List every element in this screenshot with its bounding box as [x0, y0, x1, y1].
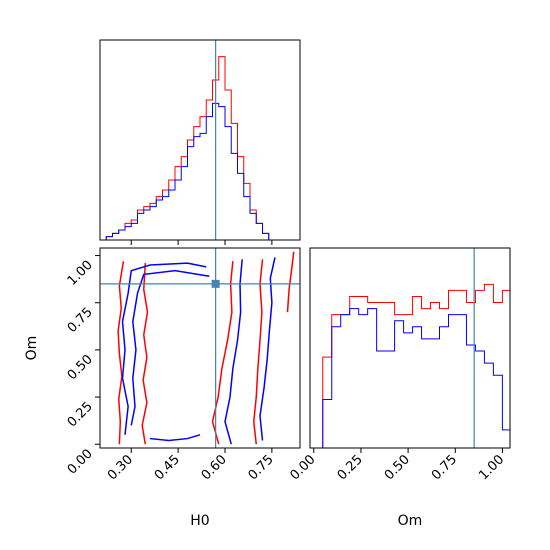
- hist-h0-series-0: [100, 56, 300, 240]
- panel-frame: [99, 247, 301, 449]
- y-tick-label-om: 1.00: [65, 258, 96, 289]
- x-tick-label-h0: 0.75: [246, 452, 277, 483]
- contour-blue-4: [259, 257, 276, 441]
- contour-red-3: [252, 259, 264, 445]
- x-tick-label-om: 0.50: [382, 452, 413, 483]
- panel-frame: [99, 39, 301, 241]
- panel-hist-h0: [99, 39, 301, 245]
- x-tick-label-om: 0.75: [429, 452, 460, 483]
- x-tick-label-om: 0.25: [335, 452, 366, 483]
- contour-blue-1: [130, 269, 210, 426]
- contour-red-4: [286, 251, 295, 313]
- panel-frame: [309, 247, 511, 449]
- contour-blue-0: [121, 262, 207, 435]
- x-axis-label-om: Om: [398, 513, 423, 529]
- x-tick-label-om: 1.00: [476, 452, 507, 483]
- contour-blue-2: [149, 434, 201, 442]
- x-tick-label-om: 0.00: [288, 452, 319, 483]
- contour-blue-3: [224, 259, 243, 445]
- y-tick-label-om: 0.50: [65, 352, 96, 383]
- panel-hist-om: 0.00 0.25 0.50 0.75 1.00: [288, 247, 511, 483]
- contour-red-0: [117, 261, 125, 445]
- panel-contour-h0-om: 0.30 0.45 0.60 0.75 0.00 0.25 0.50 0.75 1.00: [65, 247, 301, 483]
- y-axis-label-om: Om: [24, 336, 40, 361]
- y-tick-label-om: 0.75: [65, 305, 96, 336]
- contour-red-1: [141, 263, 149, 445]
- hist-om-series-0: [313, 283, 510, 448]
- truth-marker: [211, 279, 220, 288]
- x-tick-label-h0: 0.30: [105, 452, 136, 483]
- x-axis-label-h0: H0: [190, 513, 209, 529]
- y-tick-label-om: 0.25: [65, 399, 96, 430]
- hist-om-series-1: [313, 308, 510, 448]
- x-tick-label-h0: 0.60: [199, 452, 230, 483]
- x-tick-label-h0: 0.45: [152, 452, 183, 483]
- y-tick-label-om: 0.00: [65, 446, 96, 477]
- hist-h0-series-1: [100, 102, 300, 240]
- contour-red-2: [211, 261, 234, 445]
